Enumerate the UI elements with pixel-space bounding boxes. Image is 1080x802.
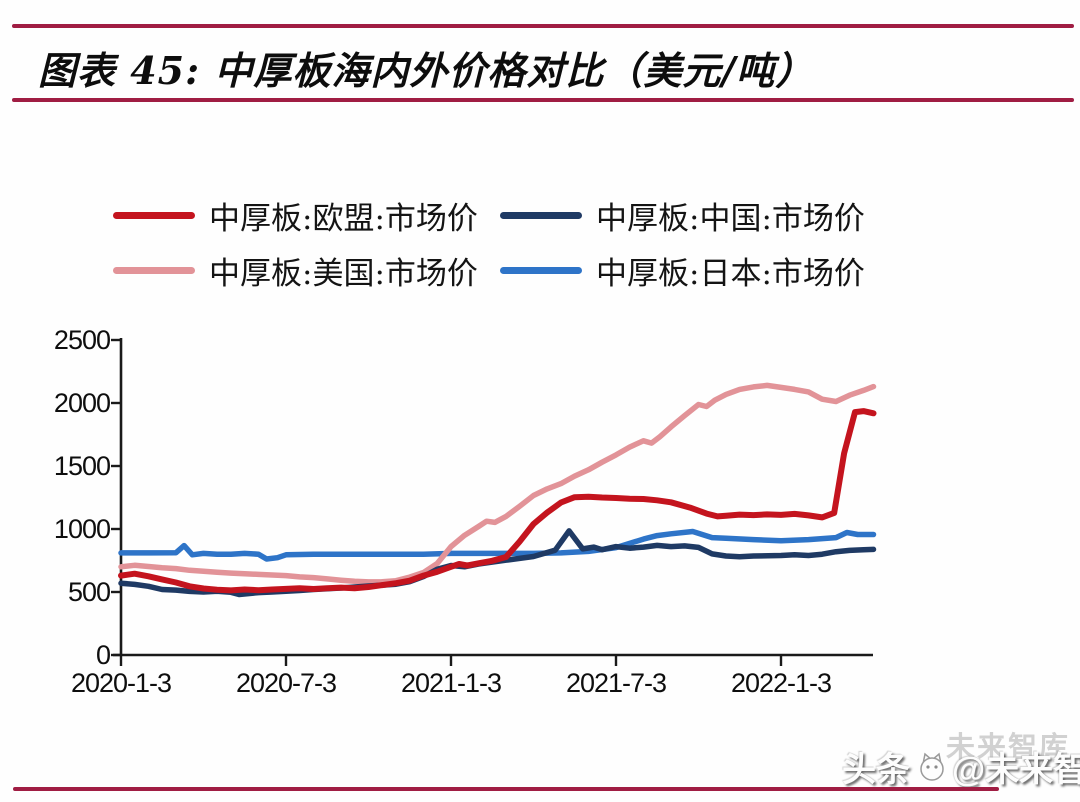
x-axis-tick-label: 2020-7-3 xyxy=(235,668,337,698)
top-divider-rule xyxy=(12,24,1074,28)
legend-item-japan: 中厚板:日本:市场价 xyxy=(500,250,865,292)
toutiao-cat-logo-icon xyxy=(915,750,949,784)
legend-label-japan: 中厚板:日本:市场价 xyxy=(596,255,865,292)
legend-item-us: 中厚板:美国:市场价 xyxy=(113,250,478,292)
title-bottom-divider-rule xyxy=(12,98,1074,102)
legend-label-us: 中厚板:美国:市场价 xyxy=(209,255,478,292)
watermark: 未来智库 头条 @未来智库 xyxy=(842,726,1080,791)
series-line-us xyxy=(118,382,877,585)
watermark-ghost-text: 未来智库 xyxy=(946,732,1071,764)
chart-title: 图表 45: 中厚板海内外价格对比（美元/吨） xyxy=(38,48,815,93)
series-line-japan xyxy=(118,528,877,562)
y-axis-tick-label: 1000 xyxy=(53,514,111,544)
x-axis-tick-label: 2022-1-3 xyxy=(730,668,832,698)
legend-swatch-china xyxy=(500,211,582,219)
watermark-prefix: 头条 xyxy=(842,751,910,789)
legend-label-eu: 中厚板:欧盟:市场价 xyxy=(209,200,478,237)
y-axis-tick-label: 2000 xyxy=(53,388,111,418)
series-line-eu xyxy=(118,408,877,594)
legend-swatch-japan xyxy=(500,266,582,274)
y-axis-tick-label: 500 xyxy=(67,577,111,607)
bottom-divider-rule xyxy=(13,787,999,791)
y-axis-tick-label: 2500 xyxy=(53,325,111,355)
watermark-handle: @未来智库 xyxy=(952,751,1080,789)
legend-swatch-us xyxy=(113,266,195,274)
legend-label-china: 中厚板:中国:市场价 xyxy=(596,200,865,237)
legend-item-eu: 中厚板:欧盟:市场价 xyxy=(113,195,478,237)
watermark-main-text: 头条 @未来智库 xyxy=(842,742,1080,791)
legend-item-china: 中厚板:中国:市场价 xyxy=(500,195,865,237)
legend-swatch-eu xyxy=(113,211,195,219)
x-axis-tick-label: 2020-1-3 xyxy=(70,668,172,698)
x-axis-tick-label: 2021-7-3 xyxy=(565,668,667,698)
y-axis-tick-label: 0 xyxy=(95,640,111,670)
x-axis-tick-label: 2021-1-3 xyxy=(400,668,502,698)
y-axis-tick-label: 1500 xyxy=(53,451,111,481)
